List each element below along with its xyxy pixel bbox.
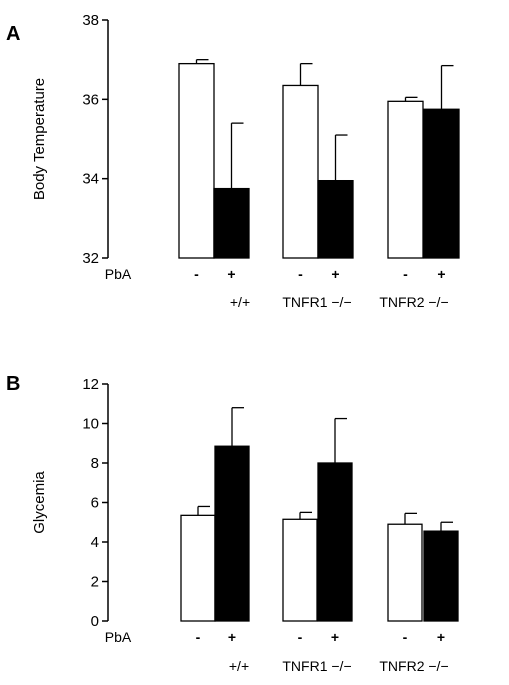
- bar-plus: [423, 530, 459, 622]
- bar-minus: [180, 514, 216, 622]
- subgroup-label: +: [437, 266, 445, 282]
- y-axis-label: Glycemia: [31, 471, 48, 534]
- factor-label: PbA: [105, 629, 132, 645]
- subgroup-label: -: [403, 629, 408, 645]
- y-tick-label: 4: [91, 534, 99, 551]
- y-tick-label: 36: [82, 91, 99, 108]
- bar-plus: [214, 445, 250, 622]
- subgroup-label: +: [227, 266, 235, 282]
- subgroup-label: -: [194, 266, 199, 282]
- category-label: TNFR2 −/−: [379, 658, 448, 674]
- y-tick-label: 6: [91, 495, 99, 512]
- y-tick-label: 38: [82, 12, 99, 29]
- bar-plus: [317, 179, 354, 259]
- panel-letter: B: [6, 373, 20, 395]
- bar-minus: [387, 100, 424, 259]
- y-axis-label: Body Temperature: [31, 78, 48, 200]
- y-tick-label: 0: [91, 613, 99, 630]
- bar-minus: [387, 523, 423, 622]
- bar-plus: [423, 108, 460, 259]
- category-label: TNFR2 −/−: [379, 294, 448, 310]
- category-label: TNFR1 −/−: [282, 658, 351, 674]
- y-tick-label: 12: [82, 376, 99, 393]
- panel-letter: A: [6, 23, 20, 45]
- bar-minus: [282, 518, 318, 622]
- category-label: +/+: [229, 658, 249, 674]
- y-tick-label: 32: [82, 250, 99, 267]
- y-tick-label: 34: [82, 171, 99, 188]
- subgroup-label: -: [196, 629, 201, 645]
- bar-minus: [282, 84, 319, 259]
- subgroup-label: +: [331, 266, 339, 282]
- subgroup-label: +: [331, 629, 339, 645]
- category-label: +/+: [230, 294, 250, 310]
- subgroup-label: -: [403, 266, 408, 282]
- bar-plus: [213, 187, 250, 259]
- bar-minus: [178, 62, 215, 259]
- subgroup-label: +: [228, 629, 236, 645]
- subgroup-label: +: [437, 629, 445, 645]
- subgroup-label: -: [298, 266, 303, 282]
- y-tick-label: 2: [91, 574, 99, 591]
- bar-plus: [317, 462, 353, 622]
- factor-label: PbA: [105, 266, 132, 282]
- y-tick-label: 8: [91, 455, 99, 472]
- category-label: TNFR1 −/−: [282, 294, 351, 310]
- subgroup-label: -: [298, 629, 303, 645]
- y-tick-label: 10: [82, 416, 99, 433]
